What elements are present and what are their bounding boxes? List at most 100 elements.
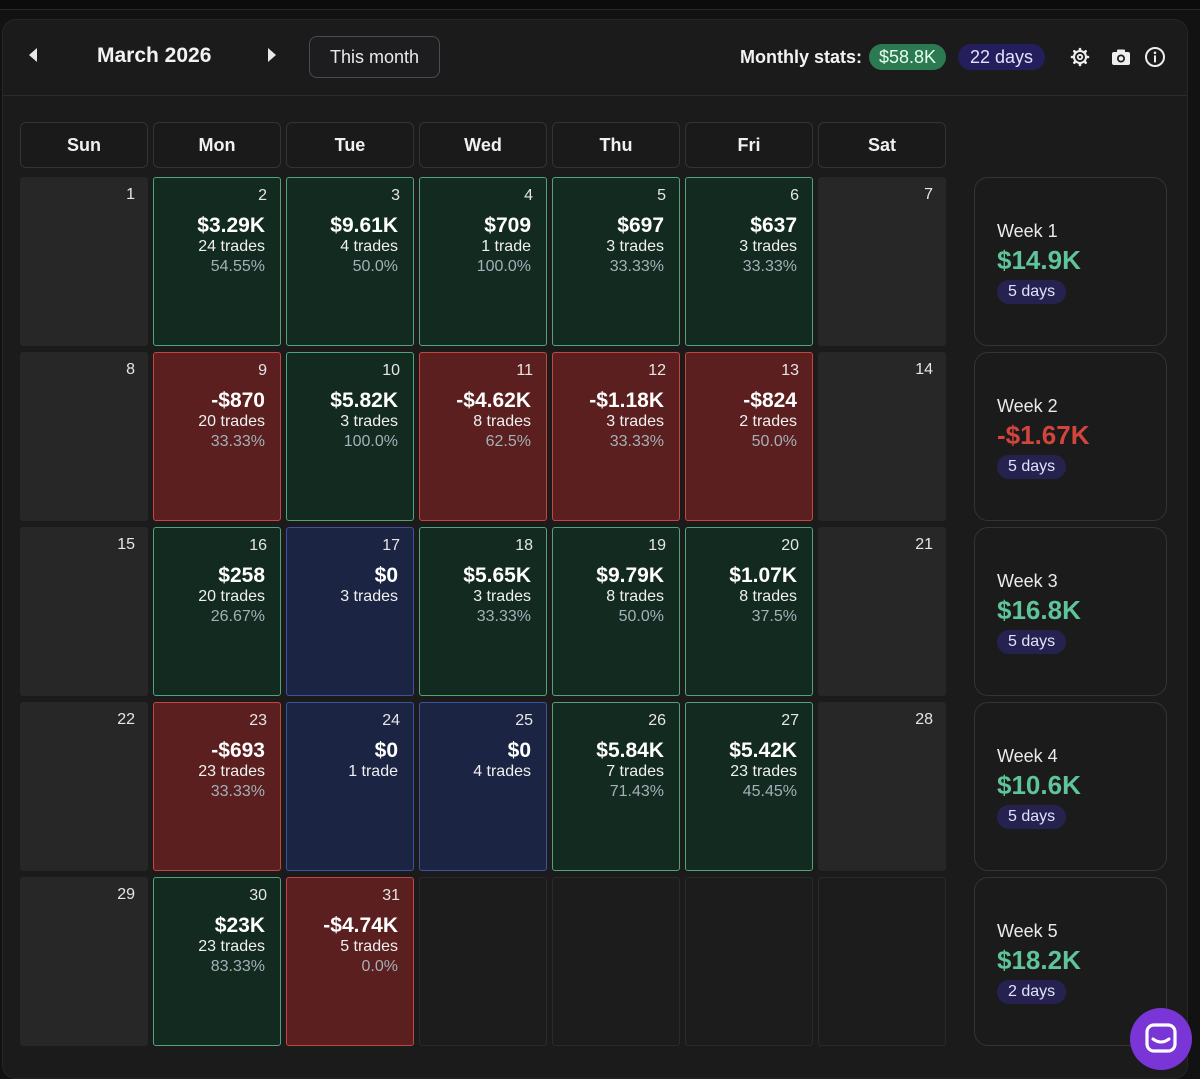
day-number: 31 — [382, 887, 400, 904]
day-trade-count: 8 trades — [606, 588, 664, 605]
day-cell-13[interactable]: 13 -$824 2 trades 50.0% — [685, 352, 813, 521]
week-summary-4[interactable]: Week 4 $10.6K 5 days — [974, 702, 1167, 871]
day-pnl: $709 — [484, 214, 531, 237]
day-number: 23 — [249, 712, 267, 729]
day-trade-count: 2 trades — [739, 413, 797, 430]
prev-month-icon[interactable] — [29, 48, 37, 62]
day-cell-1[interactable]: 1 — [20, 177, 148, 346]
week-label: Week 1 — [997, 221, 1058, 241]
day-trade-count: 3 trades — [473, 588, 531, 605]
day-cell-17[interactable]: 17 $0 3 trades — [286, 527, 414, 696]
week-summary-5[interactable]: Week 5 $18.2K 2 days — [974, 877, 1167, 1046]
day-cell-8[interactable]: 8 — [20, 352, 148, 521]
day-cell-6[interactable]: 6 $637 3 trades 33.33% — [685, 177, 813, 346]
day-cell-11[interactable]: 11 -$4.62K 8 trades 62.5% — [419, 352, 547, 521]
day-number: 17 — [382, 537, 400, 554]
day-win-rate: 26.67% — [210, 608, 265, 625]
day-cell-21[interactable]: 21 — [818, 527, 946, 696]
day-trade-count: 8 trades — [739, 588, 797, 605]
day-win-rate: 50.0% — [751, 433, 797, 450]
week-summary-3[interactable]: Week 3 $16.8K 5 days — [974, 527, 1167, 696]
day-trade-count: 8 trades — [473, 413, 531, 430]
info-icon[interactable] — [1144, 46, 1166, 68]
weekday-header-sun: Sun — [20, 122, 148, 168]
day-trade-count: 4 trades — [340, 238, 398, 255]
day-trade-count: 4 trades — [473, 763, 531, 780]
day-cell-18[interactable]: 18 $5.65K 3 trades 33.33% — [419, 527, 547, 696]
day-trade-count: 24 trades — [198, 238, 265, 255]
week-label: Week 4 — [997, 746, 1058, 766]
day-cell-14[interactable]: 14 — [818, 352, 946, 521]
day-pnl: $0 — [374, 564, 398, 587]
day-cell-22[interactable]: 22 — [20, 702, 148, 871]
day-number: 21 — [915, 536, 933, 553]
month-title: March 2026 — [97, 44, 212, 67]
day-pnl: -$1.18K — [589, 389, 664, 412]
day-cell-23[interactable]: 23 -$693 23 trades 33.33% — [153, 702, 281, 871]
calendar-panel: March 2026 This month Monthly stats: $58… — [2, 19, 1188, 1079]
day-cell-15[interactable]: 15 — [20, 527, 148, 696]
camera-icon[interactable] — [1110, 46, 1132, 68]
day-cell-24[interactable]: 24 $0 1 trade — [286, 702, 414, 871]
day-cell-2[interactable]: 2 $3.29K 24 trades 54.55% — [153, 177, 281, 346]
day-cell-12[interactable]: 12 -$1.18K 3 trades 33.33% — [552, 352, 680, 521]
day-cell-25[interactable]: 25 $0 4 trades — [419, 702, 547, 871]
day-trade-count: 3 trades — [739, 238, 797, 255]
day-cell-19[interactable]: 19 $9.79K 8 trades 50.0% — [552, 527, 680, 696]
day-cell-4[interactable]: 4 $709 1 trade 100.0% — [419, 177, 547, 346]
day-number: 10 — [382, 362, 400, 379]
day-number: 22 — [117, 711, 135, 728]
day-number: 6 — [790, 187, 799, 204]
day-cell-blank — [818, 877, 946, 1046]
week-days-badge: 5 days — [997, 280, 1067, 304]
day-win-rate: 33.33% — [609, 258, 664, 275]
day-pnl: $5.42K — [729, 739, 797, 762]
day-trade-count: 7 trades — [606, 763, 664, 780]
day-pnl: $697 — [617, 214, 664, 237]
day-trade-count: 23 trades — [198, 938, 265, 955]
day-number: 30 — [249, 887, 267, 904]
week-days-badge: 2 days — [997, 980, 1067, 1004]
day-cell-5[interactable]: 5 $697 3 trades 33.33% — [552, 177, 680, 346]
chat-button[interactable] — [1130, 1008, 1192, 1070]
calendar-header: March 2026 This month Monthly stats: $58… — [3, 20, 1187, 96]
weekday-header-sat: Sat — [818, 122, 946, 168]
settings-icon[interactable] — [1069, 46, 1091, 68]
day-trade-count: 1 trade — [348, 763, 398, 780]
day-win-rate: 71.43% — [609, 783, 664, 800]
day-pnl: $637 — [750, 214, 797, 237]
day-cell-7[interactable]: 7 — [818, 177, 946, 346]
monthly-days-badge: 22 days — [958, 44, 1046, 70]
day-cell-10[interactable]: 10 $5.82K 3 trades 100.0% — [286, 352, 414, 521]
day-trade-count: 20 trades — [198, 413, 265, 430]
day-pnl: $23K — [214, 914, 265, 937]
day-cell-30[interactable]: 30 $23K 23 trades 83.33% — [153, 877, 281, 1046]
day-win-rate: 50.0% — [618, 608, 664, 625]
day-cell-3[interactable]: 3 $9.61K 4 trades 50.0% — [286, 177, 414, 346]
day-cell-20[interactable]: 20 $1.07K 8 trades 37.5% — [685, 527, 813, 696]
next-month-icon[interactable] — [268, 48, 276, 62]
day-win-rate: 45.45% — [742, 783, 797, 800]
day-cell-16[interactable]: 16 $258 20 trades 26.67% — [153, 527, 281, 696]
day-pnl: $1.07K — [729, 564, 797, 587]
day-cell-26[interactable]: 26 $5.84K 7 trades 71.43% — [552, 702, 680, 871]
day-cell-27[interactable]: 27 $5.42K 23 trades 45.45% — [685, 702, 813, 871]
this-month-button[interactable]: This month — [309, 36, 440, 78]
day-cell-9[interactable]: 9 -$870 20 trades 33.33% — [153, 352, 281, 521]
week-summary-1[interactable]: Week 1 $14.9K 5 days — [974, 177, 1167, 346]
day-win-rate: 54.55% — [210, 258, 265, 275]
day-pnl: -$870 — [211, 389, 265, 412]
week-summary-2[interactable]: Week 2 -$1.67K 5 days — [974, 352, 1167, 521]
day-cell-31[interactable]: 31 -$4.74K 5 trades 0.0% — [286, 877, 414, 1046]
day-cell-28[interactable]: 28 — [818, 702, 946, 871]
day-number: 3 — [391, 187, 400, 204]
day-number: 15 — [117, 536, 135, 553]
day-number: 4 — [524, 187, 533, 204]
day-trade-count: 23 trades — [198, 763, 265, 780]
week-total: -$1.67K — [997, 420, 1090, 450]
day-number: 12 — [648, 362, 666, 379]
day-pnl: $258 — [218, 564, 265, 587]
day-number: 8 — [126, 361, 135, 378]
day-cell-29[interactable]: 29 — [20, 877, 148, 1046]
day-win-rate: 37.5% — [751, 608, 797, 625]
